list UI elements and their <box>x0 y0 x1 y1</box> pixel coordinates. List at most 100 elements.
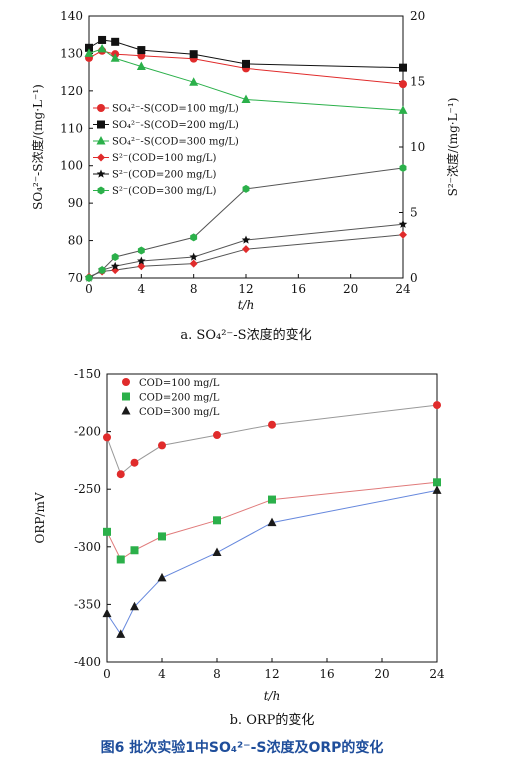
chart-a-point <box>241 94 251 103</box>
chart-a-point <box>241 235 251 244</box>
chart-a-point <box>399 63 407 72</box>
chart-a-legend-marker <box>96 169 106 178</box>
chart-a-point <box>137 46 146 55</box>
chart-b-point <box>212 547 222 557</box>
chart-a-point <box>399 80 407 89</box>
chart-a-legend-label: S²⁻(COD=100 mg/L) <box>112 153 216 164</box>
chart-a-point <box>189 77 199 86</box>
chart-b-xtick-label: 4 <box>158 667 166 681</box>
chart-b-ytick-label: -250 <box>74 482 101 496</box>
chart-a-point <box>242 184 250 193</box>
chart-b-point <box>433 478 441 487</box>
chart-b-series <box>102 401 442 638</box>
chart-b-legend-label: COD=200 mg/L <box>139 393 220 404</box>
chart-b-legend-marker <box>122 392 130 401</box>
chart-a-series <box>84 35 408 282</box>
chart-a-ytick-left-label: 140 <box>60 9 83 23</box>
chart-b-point <box>268 495 276 504</box>
figure-caption: 图6 批次实验1中SO₄²⁻-S浓度及ORP的变化 <box>101 739 384 756</box>
chart-a-point <box>137 256 146 265</box>
chart-a-point <box>399 163 407 172</box>
chart-a-point <box>189 50 198 59</box>
chart-a-legend-marker <box>96 136 106 145</box>
chart-a-point <box>85 274 93 282</box>
chart-a-legend-label: SO₄²⁻-S(COD=100 mg/L) <box>112 104 239 115</box>
chart-b-point <box>268 420 276 429</box>
chart-b-xtick-label: 8 <box>213 667 221 681</box>
chart-a-ytick-left-label: 110 <box>60 121 83 135</box>
chart-a-ytick-left-label: 90 <box>68 196 83 210</box>
chart-a-point <box>85 43 93 52</box>
chart-a-point <box>189 259 198 268</box>
chart-b-xtick-label: 0 <box>103 667 111 681</box>
chart-a-xlabel: t/h <box>238 298 255 312</box>
chart-a-ytick-left-label: 120 <box>60 84 83 98</box>
chart-a-ytick-left-label: 130 <box>60 46 83 60</box>
chart-a-point <box>398 219 408 228</box>
chart-a-subcaption: a. SO₄²⁻-S浓度的变化 <box>180 327 311 343</box>
chart-a-ytick-left-label: 100 <box>60 159 83 173</box>
chart-b-ytick-label: -150 <box>74 367 101 381</box>
chart-b-ylabel: ORP/mV <box>33 492 47 543</box>
chart-b-point <box>433 401 441 410</box>
chart-a-ylabel-left: SO₄²⁻-S浓度/(mg·L⁻¹) <box>30 84 45 210</box>
chart-a-point <box>111 37 120 46</box>
chart-a-legend-label: S²⁻(COD=200 mg/L) <box>112 170 216 181</box>
chart-b: 0 4 8 12 16 20 24 -400 -350 -300 -250 -200 -150 COD=… <box>33 367 445 728</box>
chart-b-legend-label: COD=300 mg/L <box>139 407 220 418</box>
chart-a-legend: SO₄²⁻-S(COD=100 mg/L) SO₄²⁻-S(COD=200 mg/… <box>93 104 239 197</box>
chart-b-point <box>130 601 139 611</box>
chart-b-xtick-label: 20 <box>374 667 389 681</box>
chart-a-point <box>98 266 106 275</box>
chart-a-point <box>111 253 119 262</box>
chart-a-series-line-5 <box>88 167 404 279</box>
chart-a-ylabel-right: S²⁻浓度/(mg·L⁻¹) <box>445 98 460 197</box>
chart-b-point <box>267 517 277 527</box>
chart-a-ytick-right-label: 0 <box>410 271 418 285</box>
chart-b-point <box>103 433 111 442</box>
chart-a-ytick-right-label: 15 <box>410 75 425 89</box>
chart-a-legend-label: SO₄²⁻-S(COD=200 mg/L) <box>112 120 239 131</box>
chart-a-legend-label: S²⁻(COD=300 mg/L) <box>112 186 216 197</box>
chart-b-point <box>213 431 221 440</box>
chart-b-ticks: 0 4 8 12 16 20 24 -400 -350 -300 -250 -200 -150 <box>74 367 445 681</box>
chart-a-ytick-left-label: 70 <box>68 271 83 285</box>
chart-b-point <box>130 458 139 467</box>
chart-a-point <box>399 230 407 239</box>
chart-b-xtick-label: 12 <box>264 667 279 681</box>
chart-a-point <box>137 246 145 255</box>
chart-b-point <box>116 555 125 564</box>
chart-a: 0 4 8 12 16 20 24 70 80 90 100 110 120 130 140 0 5 10 15 20… <box>30 9 460 343</box>
chart-b-ytick-label: -200 <box>74 425 101 439</box>
chart-a-xtick-label: 12 <box>238 282 253 296</box>
chart-b-point <box>432 485 442 494</box>
chart-b-point <box>213 516 221 525</box>
chart-a-ytick-right-label: 20 <box>410 9 425 23</box>
chart-b-legend-marker <box>122 378 130 386</box>
chart-a-point <box>110 53 120 62</box>
chart-b-legend-marker <box>121 406 131 415</box>
chart-a-legend-marker <box>97 104 105 112</box>
chart-b-point <box>158 532 166 541</box>
chart-a-legend-marker <box>97 120 105 129</box>
chart-b-legend-label: COD=100 mg/L <box>139 378 220 389</box>
chart-b-point <box>102 608 112 618</box>
chart-b-ytick-label: -300 <box>74 540 101 554</box>
chart-a-point <box>189 252 198 261</box>
chart-b-point <box>116 470 125 479</box>
chart-a-legend-marker <box>97 153 105 162</box>
chart-b-legend: COD=100 mg/L COD=200 mg/L COD=300 mg/L <box>121 378 220 418</box>
chart-a-xtick-label: 24 <box>395 282 411 296</box>
chart-b-ytick-label: -350 <box>74 597 101 611</box>
chart-b-point <box>157 572 167 582</box>
chart-a-legend-label: SO₄²⁻-S(COD=300 mg/L) <box>112 137 239 148</box>
chart-a-point <box>137 262 146 271</box>
chart-a-xtick-label: 4 <box>138 282 146 296</box>
chart-b-point <box>130 546 139 555</box>
chart-a-ticks: 0 4 8 12 16 20 24 70 80 90 100 110 120 130 140 0 5 10 15 20 <box>60 9 425 296</box>
chart-a-point <box>136 61 146 71</box>
chart-b-point <box>158 441 166 450</box>
chart-a-legend-marker <box>97 186 105 195</box>
chart-a-point <box>242 59 250 68</box>
chart-b-xtick-label: 24 <box>429 667 445 681</box>
